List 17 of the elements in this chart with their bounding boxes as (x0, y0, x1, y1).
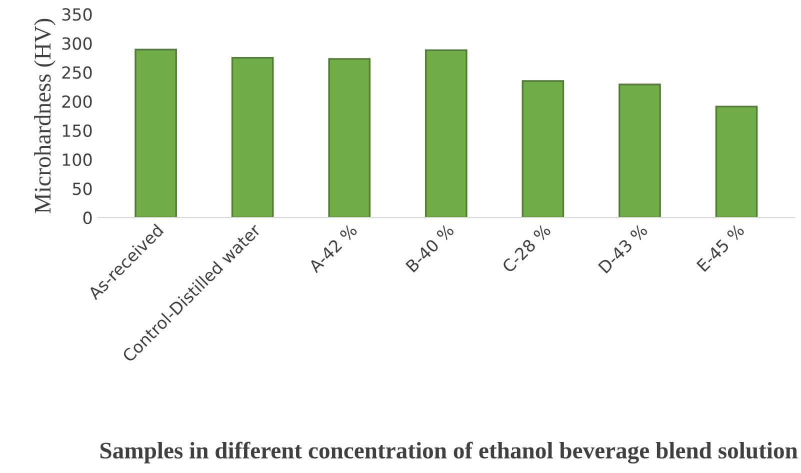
y-tick-label: 100 (62, 153, 92, 166)
y-axis-title: Microhardness (HV) (34, 18, 56, 214)
y-tick-label: 250 (62, 66, 92, 79)
x-axis-title: Samples in different concentration of ethanol beverage blend solution (100, 442, 798, 464)
y-tick-label: 150 (62, 124, 92, 137)
y-tick-label: 50 (72, 182, 92, 196)
bar (424, 49, 468, 218)
y-tick-label: 350 (62, 8, 92, 21)
bar (134, 48, 177, 218)
y-tick-label: 300 (62, 37, 92, 50)
bar (618, 84, 661, 218)
bar (715, 106, 758, 218)
y-tick-label: 200 (62, 95, 92, 108)
y-tick-label: 0 (83, 212, 92, 224)
bar (328, 58, 371, 218)
bar (522, 80, 564, 218)
bar (231, 56, 274, 218)
